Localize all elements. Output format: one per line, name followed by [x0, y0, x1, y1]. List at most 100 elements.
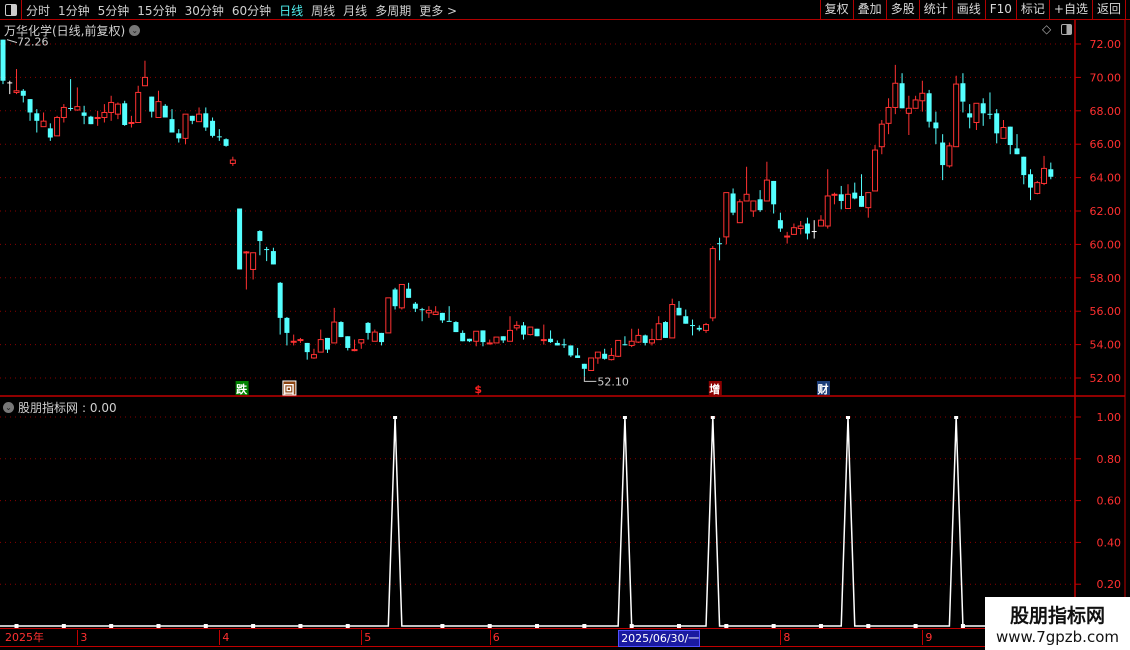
event-badge-bg — [235, 381, 249, 395]
candle-body-down — [338, 322, 344, 338]
candle-body-up — [310, 354, 317, 359]
candle-body-up — [1000, 127, 1007, 139]
candle-body-down — [284, 317, 290, 333]
period-tab[interactable]: 周线 — [311, 4, 336, 18]
tool-button[interactable]: +自选 — [1048, 0, 1092, 19]
period-tab[interactable]: 月线 — [343, 4, 368, 18]
candle-body-down — [257, 231, 263, 242]
candle-body-down — [270, 251, 276, 265]
indicator-tick-label: 0.20 — [1097, 578, 1122, 591]
price-tick-label: 72.00 — [1090, 38, 1122, 51]
candle-body-down — [960, 83, 966, 102]
price-tick-label: 68.00 — [1090, 105, 1122, 118]
diamond-icon[interactable]: ◇ — [1042, 22, 1052, 36]
period-tab[interactable]: 更多 > — [419, 4, 458, 18]
price-tick-label: 54.00 — [1090, 339, 1122, 352]
candle-body-down — [804, 223, 810, 234]
tool-button[interactable]: 复权 — [819, 0, 853, 19]
event-badge[interactable]: 回 — [283, 382, 294, 396]
period-tab[interactable]: 多周期 — [375, 4, 412, 18]
candle-body-up — [317, 339, 324, 353]
candle-body-up — [912, 99, 919, 109]
candle-body-down — [419, 309, 425, 311]
candle-body-up — [865, 192, 872, 209]
period-tab[interactable]: 30分钟 — [184, 4, 224, 18]
candle-body-up — [669, 304, 676, 339]
candle-body-up — [358, 339, 365, 344]
candle-body-up — [128, 121, 135, 124]
candle-body-up — [13, 90, 20, 93]
candle-body-up — [615, 339, 622, 357]
candle-body-up — [594, 351, 601, 359]
chevron-down-icon[interactable]: ⌄ — [3, 402, 14, 413]
candle-body-up — [953, 83, 960, 148]
period-tab[interactable]: 5分钟 — [97, 4, 130, 18]
candle-body-up — [1034, 182, 1041, 194]
tool-button[interactable]: 统计 — [918, 0, 952, 19]
candle-body-up — [101, 111, 108, 118]
candle-body-down — [1028, 174, 1034, 188]
layout-toggle-icon[interactable] — [1061, 24, 1072, 35]
tool-button[interactable]: 叠加 — [852, 0, 886, 19]
candle-body-down — [987, 113, 993, 115]
candle-body-down — [480, 330, 486, 343]
candle-body-down — [717, 243, 723, 245]
candle-body-up — [723, 192, 730, 238]
high-price-label: 72.26 — [17, 36, 49, 49]
candle-body-down — [223, 139, 229, 146]
candle-body-up — [824, 195, 831, 227]
candle-body-up — [588, 357, 595, 371]
indicator-peak — [954, 416, 959, 419]
period-tab[interactable]: 日线 — [279, 4, 304, 18]
chevron-down-icon[interactable]: ⌄ — [129, 25, 141, 36]
candle-body-down — [169, 119, 175, 133]
period-tab[interactable]: 60分钟 — [231, 4, 272, 18]
candle-body-up — [763, 179, 770, 202]
tool-button[interactable]: 多股 — [885, 0, 919, 19]
event-badge[interactable]: 财 — [816, 382, 828, 396]
candle-body-up — [290, 340, 297, 343]
candle-body-down — [466, 338, 472, 342]
candle-body-up — [473, 330, 480, 342]
candle-body-down — [676, 307, 682, 316]
event-badge[interactable]: 增 — [709, 382, 720, 396]
candle-body-up — [703, 324, 710, 331]
chart-title-bar: 万华化学(日线,前复权) ⌄ — [4, 22, 141, 39]
tool-buttons: 复权 叠加 多股 统计 画线 F10 标记 +自选 返回 — [819, 0, 1126, 19]
period-tab[interactable]: 1分钟 — [58, 4, 90, 18]
panel-toggle-icon[interactable] — [0, 0, 22, 19]
candle-body-down — [521, 325, 527, 335]
indicator-value: : 0.00 — [82, 400, 117, 415]
event-badge[interactable]: 跌 — [236, 382, 248, 396]
period-tab[interactable]: 15分钟 — [137, 4, 177, 18]
indicator-name: 股朋指标网 — [18, 401, 79, 415]
candle-body-up — [425, 309, 432, 314]
tool-button[interactable]: 标记 — [1015, 0, 1049, 19]
candle-body-down — [1021, 156, 1027, 176]
candle-body-up — [919, 92, 926, 102]
candle-body-up — [182, 113, 189, 139]
candle-body-up — [872, 149, 879, 192]
candle-body-down — [446, 320, 452, 322]
candle-body-down — [561, 344, 567, 346]
period-tab[interactable]: 分时 — [26, 4, 51, 18]
tool-button[interactable]: 画线 — [951, 0, 985, 19]
candle-body-up — [243, 251, 250, 254]
indicator-peak — [710, 416, 715, 419]
tool-button[interactable]: F10 — [984, 0, 1016, 19]
candle-body-up — [250, 252, 257, 270]
candle-body-down — [88, 116, 94, 125]
candle-body-down — [20, 90, 26, 96]
candle-body-down — [622, 344, 628, 346]
candle-body-down — [662, 322, 668, 338]
candle-body-up — [385, 297, 392, 334]
event-badge[interactable]: $ — [474, 383, 482, 396]
candle-body-down — [777, 220, 783, 229]
candle-body-down — [365, 322, 371, 333]
candle-body-up — [885, 106, 892, 124]
candle-body-down — [379, 332, 385, 343]
date-axis: 2025年 3 4 5 6 2025/06/30/一 8 9 — [0, 628, 1075, 647]
tool-button[interactable]: 返回 — [1091, 0, 1126, 19]
candle-body-down — [68, 107, 74, 109]
